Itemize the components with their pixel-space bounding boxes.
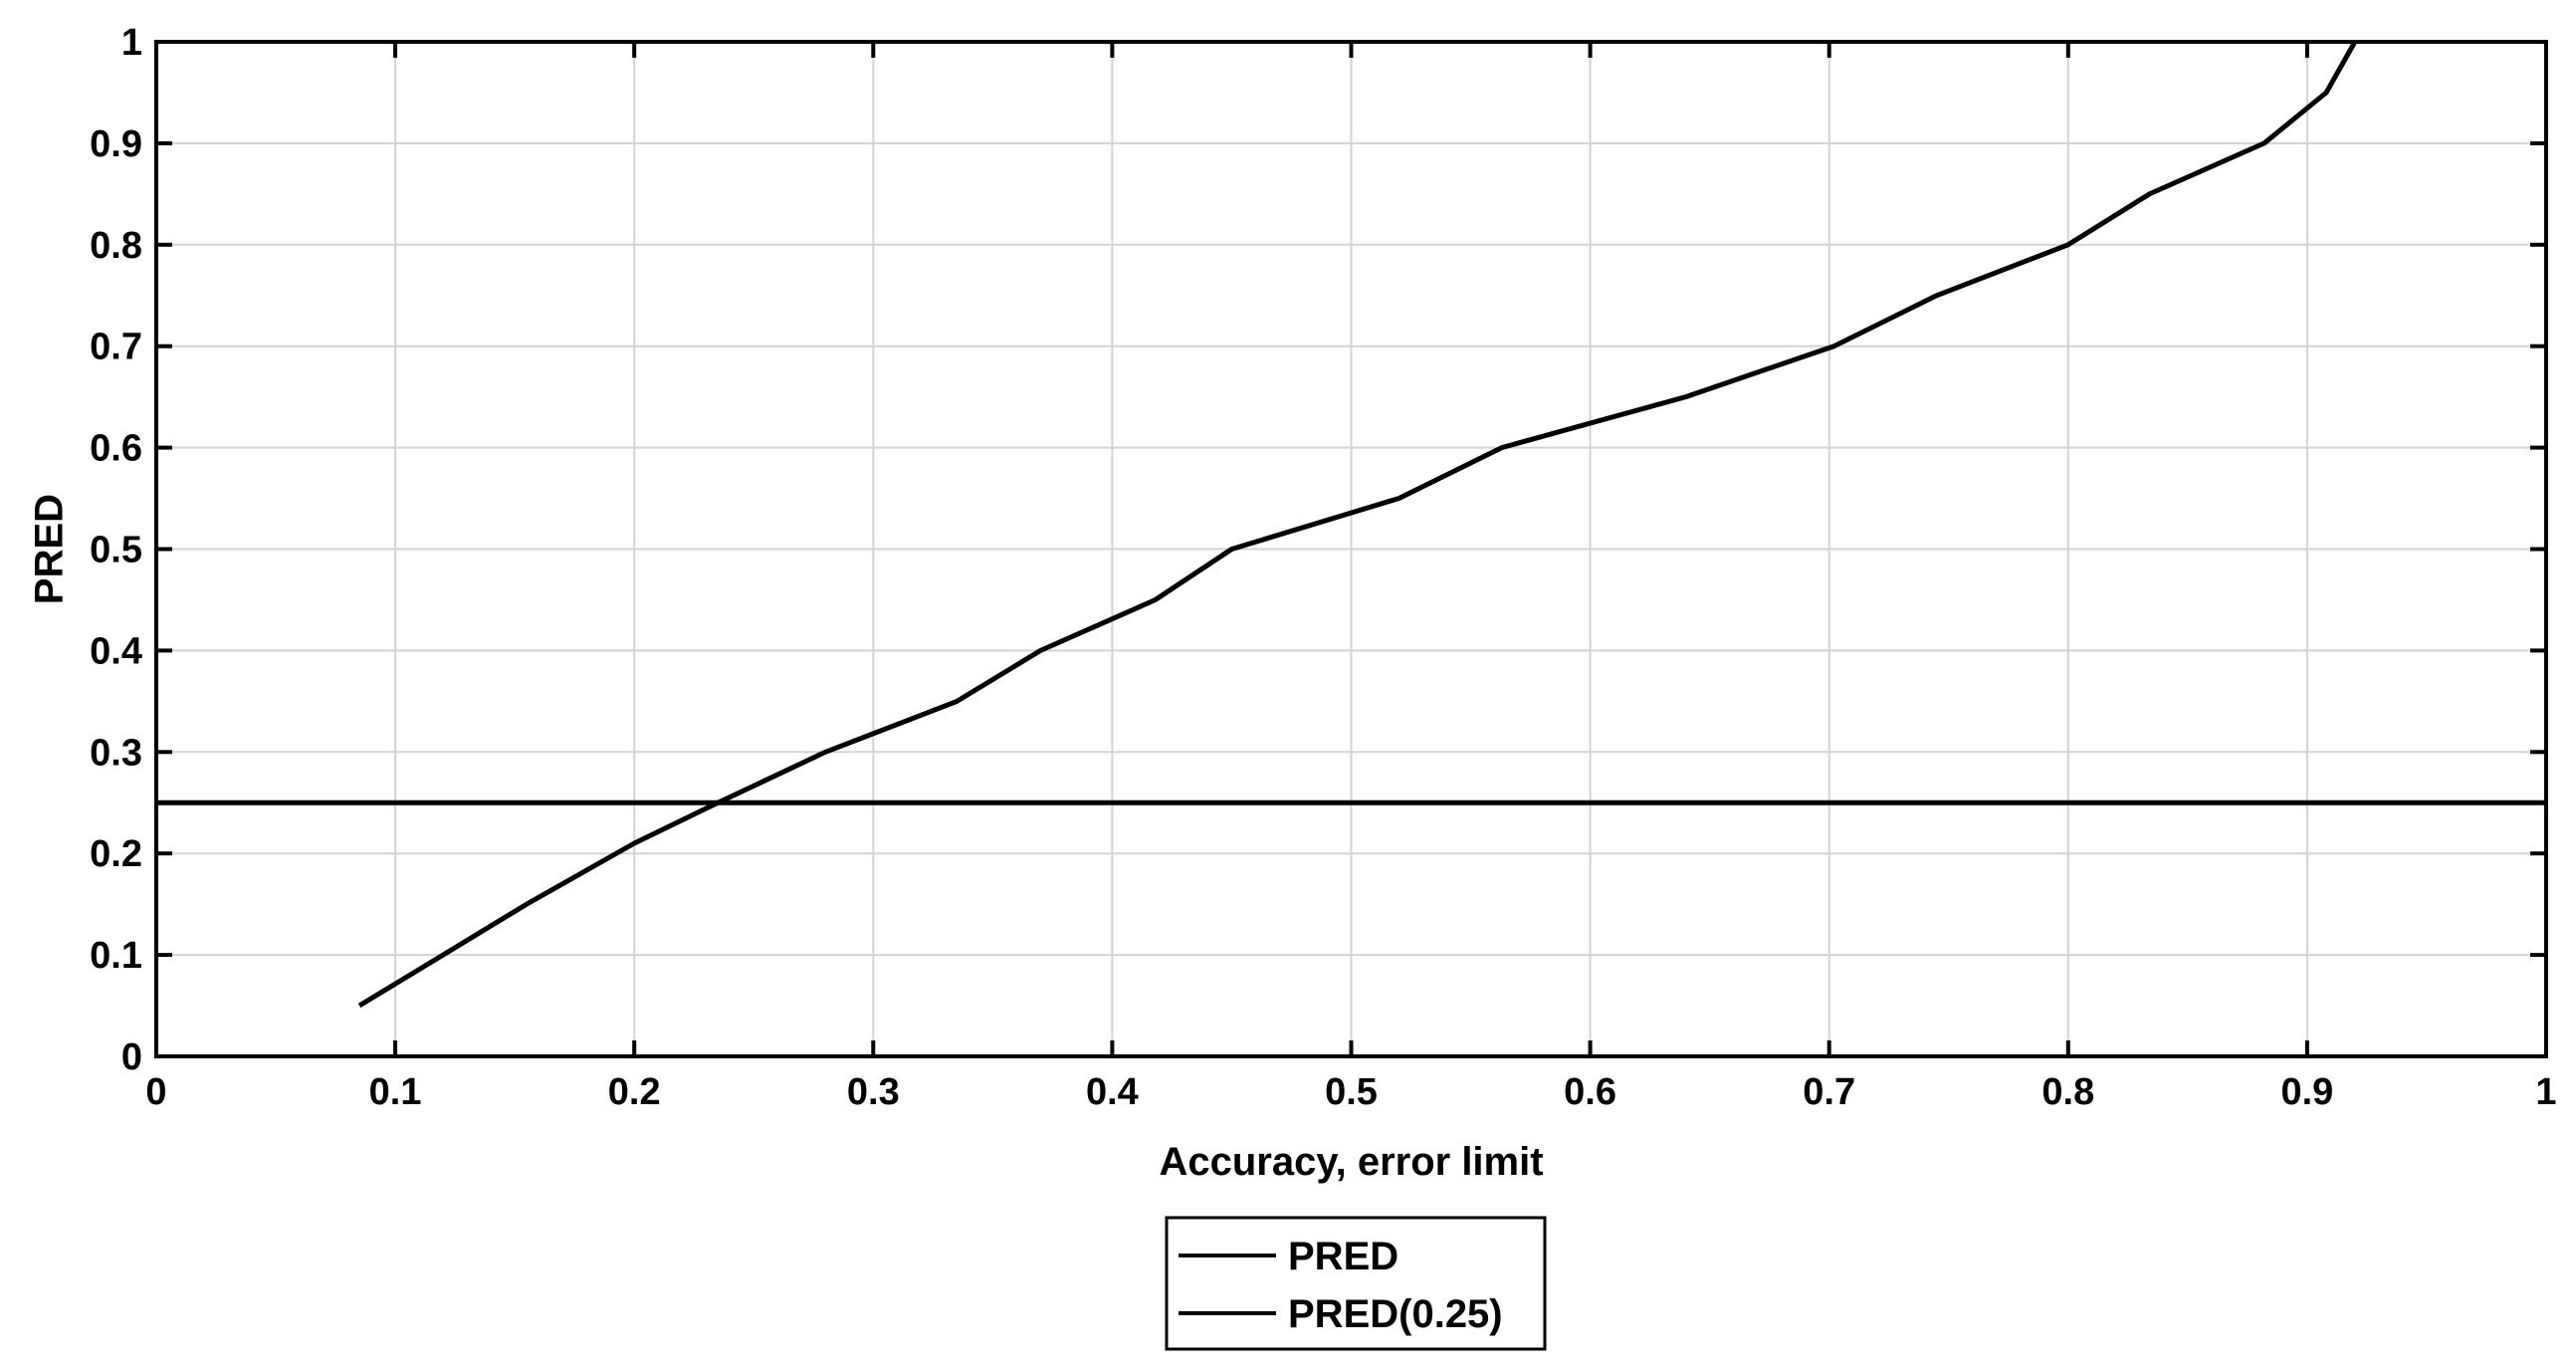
x-tick-label: 0 [145, 1071, 166, 1113]
grid [156, 42, 2546, 1056]
x-tick-label: 0.4 [1086, 1071, 1139, 1113]
y-tick-label: 0.8 [90, 225, 142, 267]
y-tick-label: 0.9 [90, 123, 142, 165]
y-tick-label: 1 [121, 22, 142, 64]
y-tick-label: 0.4 [90, 630, 142, 672]
x-tick-label: 0.6 [1564, 1071, 1616, 1113]
legend-box [1165, 1216, 1547, 1351]
series-layer [156, 40, 2546, 1009]
legend: PRED PRED(0.25) [1165, 1216, 1547, 1351]
y-tick-label: 0.7 [90, 327, 142, 368]
x-tick-label: 1 [2535, 1071, 2556, 1113]
x-tick-label: 0.1 [369, 1071, 422, 1113]
y-tick-label: 0.2 [90, 833, 142, 875]
y-tick-label: 0 [121, 1036, 142, 1078]
x-tick-label: 0.7 [1803, 1071, 1855, 1113]
x-axis-label: Accuracy, error limit [1159, 1140, 1543, 1184]
x-tick-labels: 0 0.1 0.2 0.3 0.4 0.5 0.6 0.7 0.8 0.9 1 [145, 1071, 2556, 1113]
y-tick-label: 0.1 [90, 935, 142, 977]
y-tick-label: 0.5 [90, 530, 142, 571]
x-tick-label: 0.9 [2280, 1071, 2333, 1113]
y-tick-labels: 0 0.1 0.2 0.3 0.4 0.5 0.6 0.7 0.8 0.9 1 [90, 22, 142, 1078]
series-line-pred [357, 40, 2358, 1009]
legend-label-pred-025: PRED(0.25) [1288, 1292, 1503, 1336]
y-tick-label: 0.3 [90, 732, 142, 774]
y-tick-label: 0.6 [90, 428, 142, 470]
legend-label-pred: PRED [1288, 1235, 1398, 1278]
y-axis-label: PRED [28, 494, 72, 604]
x-tick-label: 0.3 [847, 1071, 900, 1113]
x-tick-label: 0.8 [2041, 1071, 2094, 1113]
x-tick-label: 0.2 [608, 1071, 661, 1113]
x-tick-label: 0.5 [1325, 1071, 1378, 1113]
axis-ticks [154, 40, 2548, 1058]
